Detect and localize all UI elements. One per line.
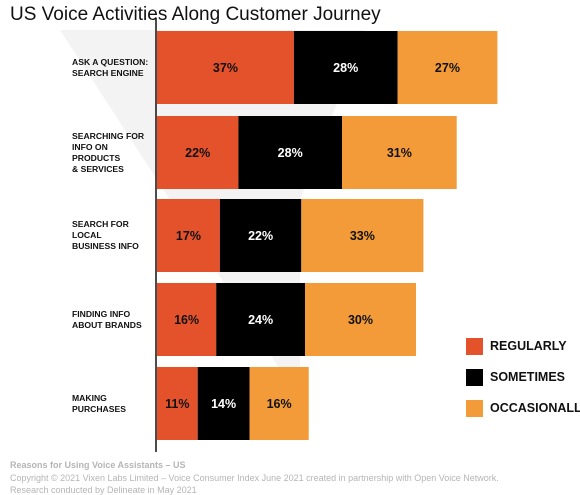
bar-occasionally-2 — [301, 199, 424, 272]
data-label-sometimes-2: 22% — [248, 229, 273, 243]
category-label: SEARCHING FOR INFO ON PRODUCTS & SERVICE… — [72, 130, 145, 174]
legend-item-sometimes: SOMETIMES — [466, 367, 565, 387]
bar-occasionally-0 — [397, 31, 498, 104]
data-label-occasionally-1: 31% — [387, 146, 412, 160]
bar-sometimes-0 — [293, 31, 398, 104]
bars-group: 37% 28% 27% 22% 28% 31% 17% 22% 33% 16% 24% 30% 11% 1… — [157, 31, 498, 440]
bar-sometimes-3 — [216, 283, 305, 356]
legend-item-regularly: REGULARLY — [466, 336, 567, 356]
data-label-sometimes-3: 24% — [248, 313, 273, 327]
footer-subtitle: Reasons for Using Voice Assistants – US — [10, 460, 186, 470]
bar-occasionally-4 — [249, 367, 309, 440]
category-label: SEARCH FOR LOCAL BUSINESS INFO — [72, 219, 139, 251]
chart-title: US Voice Activities Along Customer Journ… — [10, 4, 381, 25]
bar-regularly-0 — [157, 31, 294, 104]
bar-occasionally-1 — [342, 116, 457, 189]
legend-label-regularly: REGULARLY — [490, 339, 567, 353]
data-label-regularly-0: 37% — [213, 61, 238, 75]
data-label-occasionally-2: 33% — [350, 229, 375, 243]
data-label-regularly-1: 22% — [185, 146, 210, 160]
bar-regularly-3 — [157, 283, 217, 356]
legend-swatch-sometimes — [466, 368, 483, 386]
bar-occasionally-3 — [305, 283, 416, 356]
data-label-occasionally-0: 27% — [435, 61, 460, 75]
bar-regularly-1 — [157, 116, 239, 189]
bar-regularly-2 — [157, 199, 220, 272]
data-label-sometimes-0: 28% — [333, 61, 358, 75]
legend-label-sometimes: SOMETIMES — [490, 370, 566, 384]
footer-copyright: Copyright © 2021 Vixen Labs Limited – Vo… — [10, 473, 499, 483]
legend-swatch-regularly — [466, 337, 483, 355]
bar-sometimes-2 — [219, 199, 302, 272]
bar-regularly-4 — [157, 367, 198, 440]
data-label-occasionally-3: 30% — [348, 313, 373, 327]
category-label: FINDING INFO ABOUT BRANDS — [72, 308, 142, 330]
legend-swatch-occasionally — [466, 399, 483, 417]
bar-sometimes-1 — [238, 116, 342, 189]
data-label-regularly-3: 16% — [174, 313, 199, 327]
legend-item-occasionally: OCCASIONALLY — [466, 398, 580, 418]
legend-label-occasionally: OCCASIONALLY — [490, 401, 580, 415]
data-label-occasionally-4: 16% — [267, 397, 292, 411]
category-label: MAKING PURCHASES — [72, 392, 126, 414]
data-label-regularly-4: 11% — [165, 397, 189, 411]
data-label-sometimes-1: 28% — [278, 146, 303, 160]
footer-research-note: Research conducted by Delineate in May 2… — [10, 485, 197, 495]
category-label: ASK A QUESTION: SEARCH ENGINE — [72, 56, 149, 78]
data-label-sometimes-4: 14% — [211, 397, 236, 411]
bar-sometimes-4 — [197, 367, 250, 440]
data-label-regularly-2: 17% — [176, 229, 201, 243]
